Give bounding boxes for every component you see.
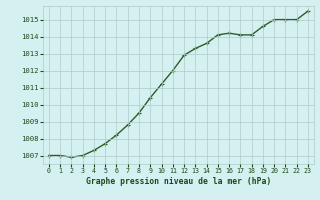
X-axis label: Graphe pression niveau de la mer (hPa): Graphe pression niveau de la mer (hPa)	[86, 177, 271, 186]
